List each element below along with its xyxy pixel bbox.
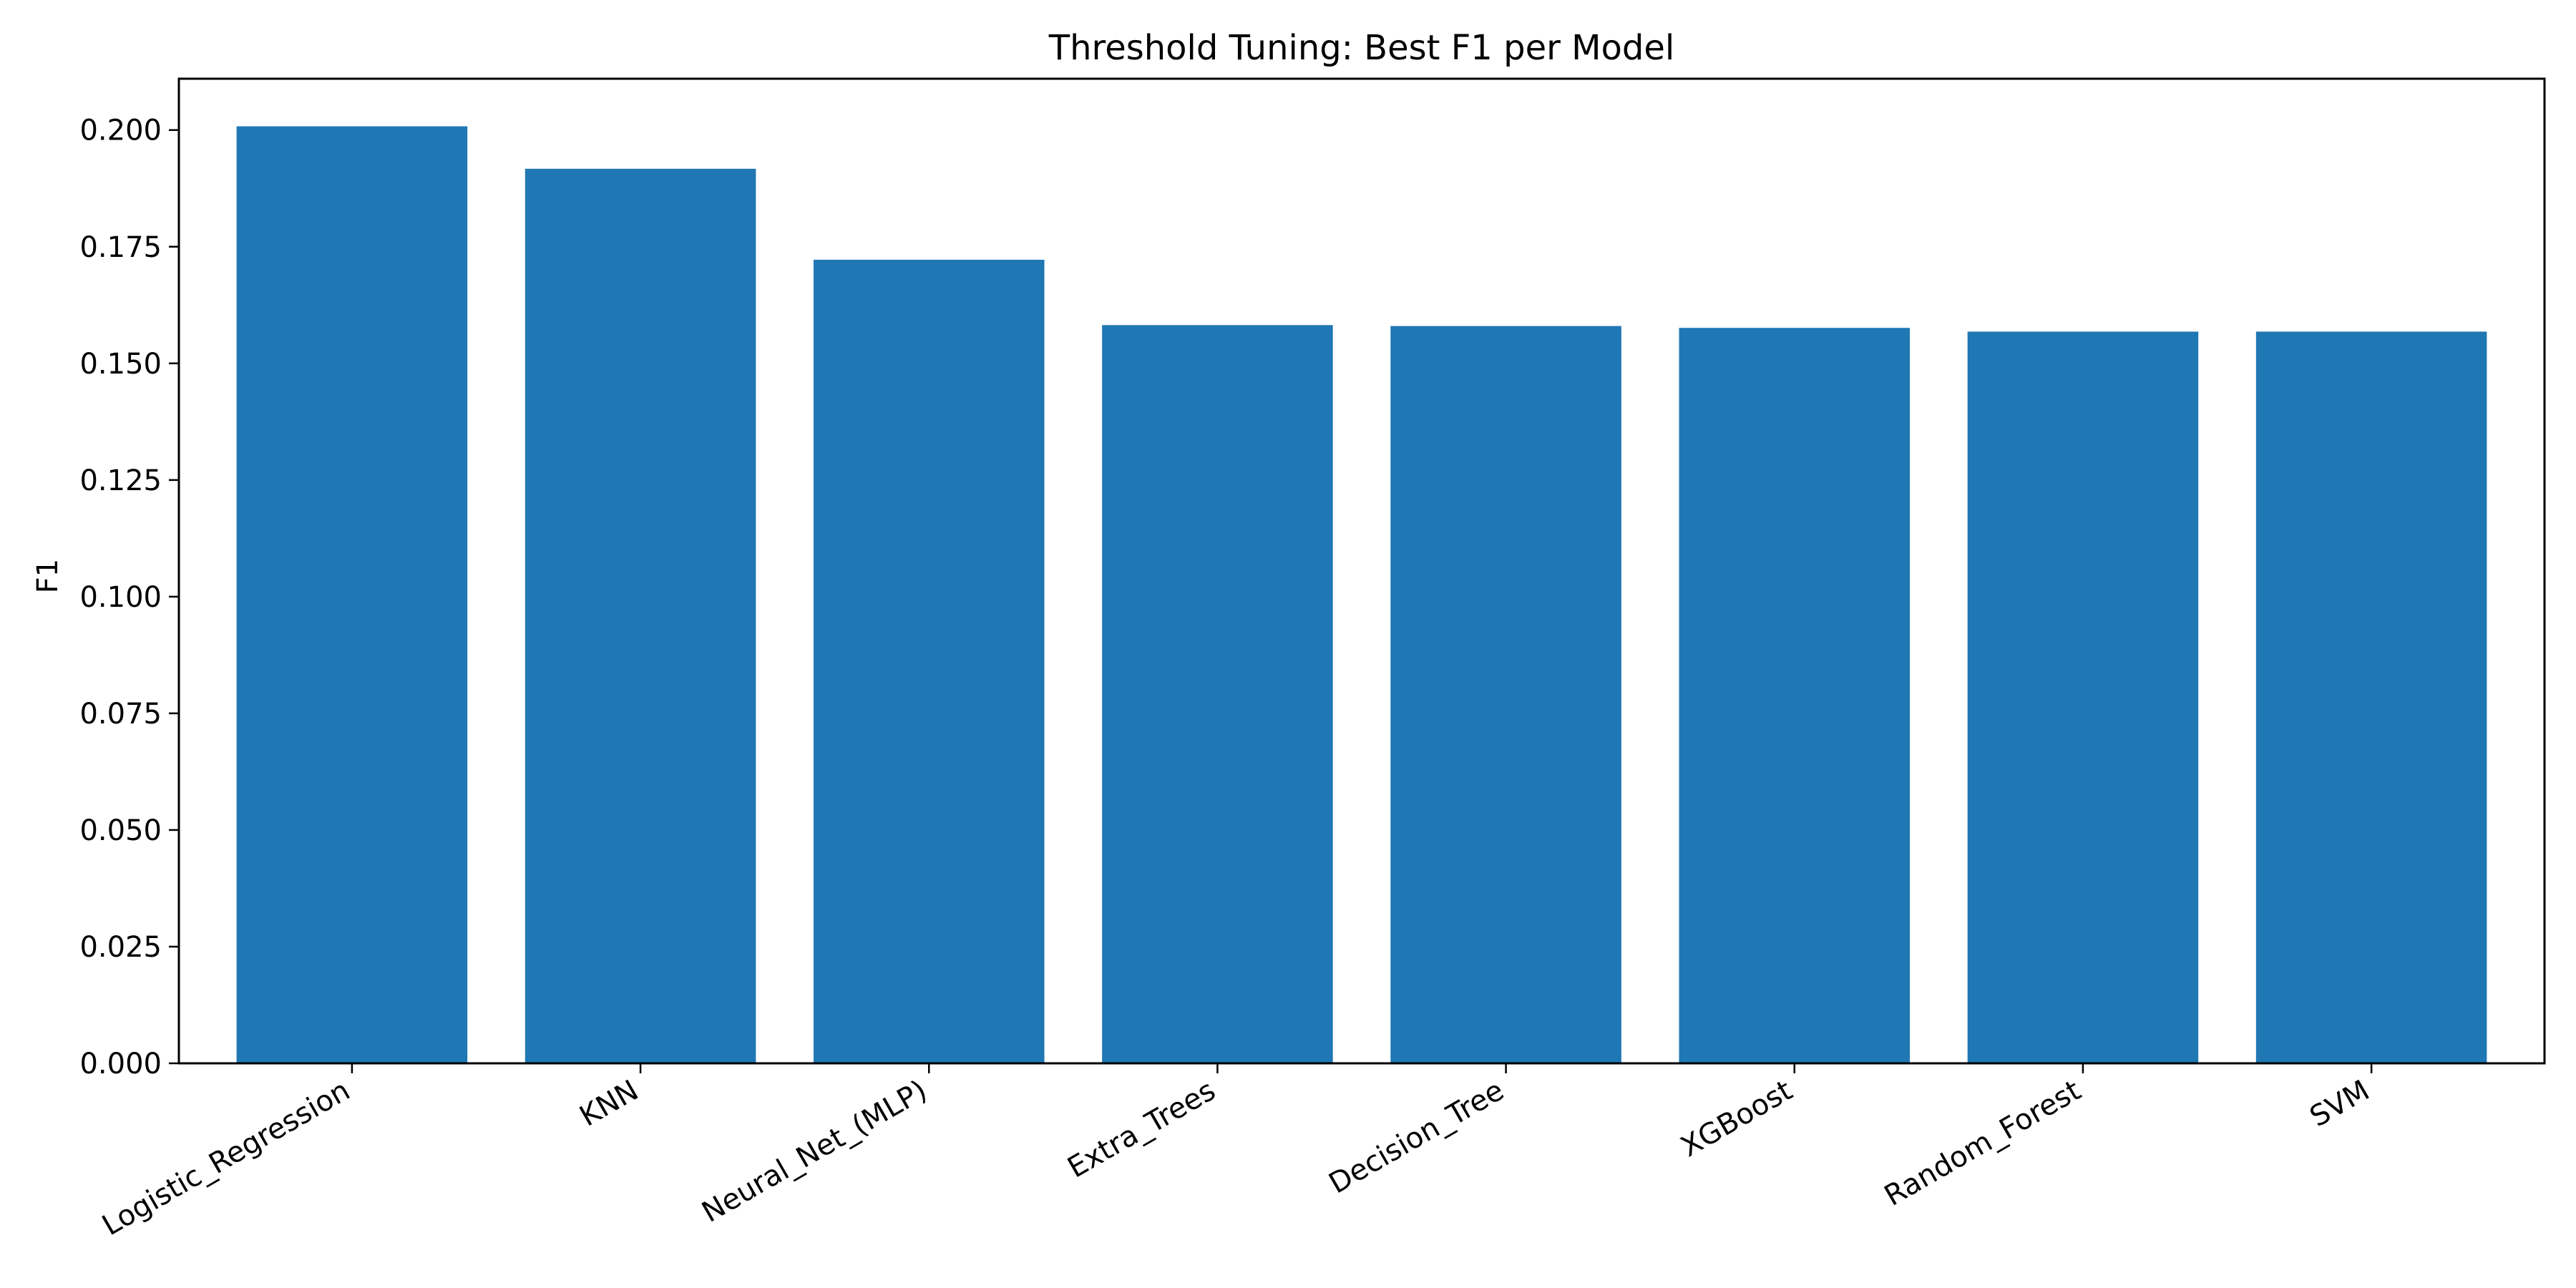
bar <box>525 168 756 1064</box>
chart-title: Threshold Tuning: Best F1 per Model <box>1048 28 1674 68</box>
y-tick-label: 0.000 <box>79 1048 162 1080</box>
y-axis-label: F1 <box>31 559 64 593</box>
y-tick-label: 0.075 <box>79 698 162 731</box>
y-tick-label: 0.175 <box>79 231 162 264</box>
y-tick-label: 0.100 <box>79 581 162 614</box>
plot-frame <box>177 77 2546 1065</box>
bars-group <box>236 126 2487 1064</box>
bar <box>1390 326 1621 1063</box>
y-tick-label: 0.025 <box>79 931 162 964</box>
bar <box>813 260 1045 1064</box>
y-tick-label: 0.200 <box>79 114 162 147</box>
bar <box>2255 331 2487 1063</box>
bar <box>236 126 468 1063</box>
y-tick-label: 0.050 <box>79 814 162 847</box>
bar <box>1967 331 2199 1063</box>
y-tick-label: 0.125 <box>79 464 162 497</box>
bar <box>1102 325 1333 1064</box>
bar <box>1679 328 1911 1063</box>
y-axis-ticks: 0.000 0.025 0.050 0.075 0.100 0.125 0.150 0.175… <box>79 114 179 1080</box>
y-tick-label: 0.150 <box>79 348 162 381</box>
